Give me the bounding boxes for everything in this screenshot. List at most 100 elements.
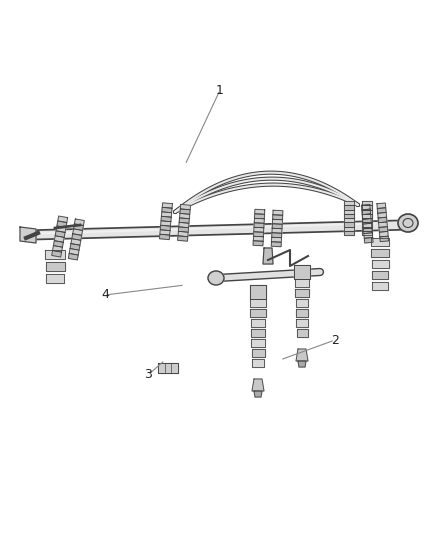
Polygon shape [251,329,265,336]
Polygon shape [272,237,282,242]
Polygon shape [294,265,310,279]
Polygon shape [70,244,80,250]
Polygon shape [180,205,191,210]
Polygon shape [254,232,264,237]
Polygon shape [372,282,388,290]
Polygon shape [378,217,387,223]
Polygon shape [57,221,67,228]
Polygon shape [250,299,266,306]
Polygon shape [56,226,66,232]
Polygon shape [362,222,372,227]
Polygon shape [53,246,63,252]
Polygon shape [364,228,372,233]
Polygon shape [252,359,264,367]
Polygon shape [344,227,354,231]
Polygon shape [52,251,62,257]
Polygon shape [344,218,354,222]
Polygon shape [254,223,264,228]
Polygon shape [178,236,188,241]
Polygon shape [380,236,389,241]
Polygon shape [250,309,266,317]
Polygon shape [296,319,308,327]
Polygon shape [272,233,282,238]
Polygon shape [377,203,386,208]
Polygon shape [72,234,81,240]
Polygon shape [295,279,309,287]
Polygon shape [378,222,387,228]
Polygon shape [250,285,266,299]
Polygon shape [362,218,372,222]
Polygon shape [363,223,372,229]
Polygon shape [46,262,64,271]
Polygon shape [296,349,308,361]
Polygon shape [273,215,283,220]
Polygon shape [68,254,78,260]
Polygon shape [73,229,82,236]
Polygon shape [379,227,388,232]
Polygon shape [344,214,354,218]
Polygon shape [161,221,171,226]
Polygon shape [362,209,371,215]
Polygon shape [378,208,386,213]
Polygon shape [251,339,265,346]
Polygon shape [254,227,264,232]
Polygon shape [296,309,308,317]
Polygon shape [372,271,388,279]
Polygon shape [254,219,264,223]
Polygon shape [271,241,281,247]
Polygon shape [162,212,172,217]
Text: 1: 1 [216,84,224,96]
Polygon shape [297,329,307,336]
Polygon shape [53,241,64,247]
Polygon shape [178,227,188,232]
Ellipse shape [208,271,224,285]
Polygon shape [295,289,309,296]
Polygon shape [162,203,173,208]
Polygon shape [344,201,354,205]
Polygon shape [71,239,81,245]
Polygon shape [362,201,372,205]
Polygon shape [46,274,64,283]
Polygon shape [180,213,190,219]
Polygon shape [362,214,371,219]
Polygon shape [253,236,263,241]
Ellipse shape [398,214,418,232]
Polygon shape [178,231,188,237]
Polygon shape [378,213,387,218]
Polygon shape [251,319,265,327]
Polygon shape [179,222,189,228]
Polygon shape [55,231,65,237]
Polygon shape [160,225,170,231]
Polygon shape [54,236,64,242]
Polygon shape [179,218,189,223]
Polygon shape [272,219,283,224]
Polygon shape [362,231,372,235]
Polygon shape [20,227,36,243]
Polygon shape [364,238,373,243]
Text: 4: 4 [101,288,109,302]
Polygon shape [379,231,388,237]
Polygon shape [45,250,65,259]
Polygon shape [69,248,79,255]
Polygon shape [344,209,354,214]
Polygon shape [180,209,190,214]
Polygon shape [363,219,371,224]
Polygon shape [263,248,273,264]
Polygon shape [371,260,389,268]
Polygon shape [273,210,283,215]
Polygon shape [255,209,265,214]
Polygon shape [362,227,372,231]
Polygon shape [74,219,84,225]
Polygon shape [253,241,263,246]
Polygon shape [252,379,264,391]
Text: 3: 3 [144,368,152,382]
Polygon shape [254,391,262,397]
Polygon shape [364,233,373,238]
Polygon shape [162,207,172,213]
Polygon shape [74,224,83,230]
Polygon shape [344,231,354,235]
Polygon shape [298,361,306,367]
Polygon shape [159,234,170,239]
Polygon shape [371,238,389,246]
Polygon shape [362,209,372,214]
